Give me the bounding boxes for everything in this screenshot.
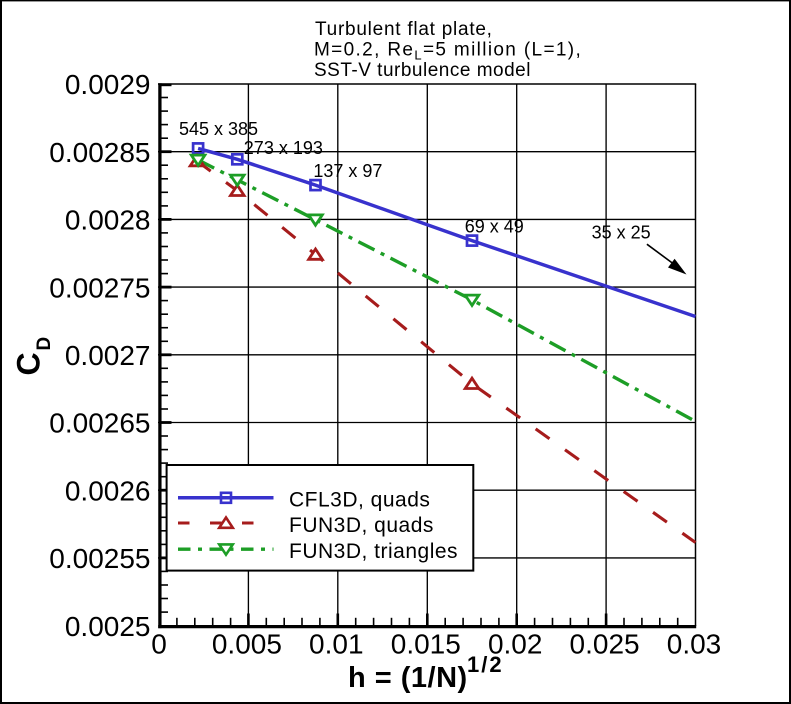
svg-text:M=0.2, ReL=5 million (L=1),: M=0.2, ReL=5 million (L=1), [314,40,582,63]
svg-text:D: D [34,337,55,351]
svg-text:0.0028: 0.0028 [65,205,151,236]
svg-text:Turbulent flat plate,: Turbulent flat plate, [315,19,493,40]
svg-text:C: C [11,352,47,375]
svg-text:0.00265: 0.00265 [49,408,150,439]
svg-text:0.01: 0.01 [309,629,364,660]
svg-text:69 x 49: 69 x 49 [465,217,524,237]
svg-text:0.02: 0.02 [488,629,543,660]
svg-text:0.00275: 0.00275 [49,272,150,303]
svg-text:FUN3D, triangles: FUN3D, triangles [289,540,458,563]
svg-text:137 x 97: 137 x 97 [313,161,382,181]
svg-text:0.00255: 0.00255 [49,543,150,574]
svg-text:545 x 385: 545 x 385 [179,119,258,139]
svg-text:273 x 193: 273 x 193 [244,138,323,158]
svg-text:0.005: 0.005 [212,629,282,660]
svg-text:0.03: 0.03 [667,629,722,660]
svg-text:0.0026: 0.0026 [65,475,151,506]
svg-text:0.025: 0.025 [570,629,640,660]
svg-text:h = (1/N): h = (1/N) [348,662,468,694]
svg-text:0.00285: 0.00285 [49,137,150,168]
svg-text:0.0025: 0.0025 [65,611,151,642]
svg-text:SST-V turbulence model: SST-V turbulence model [314,60,531,81]
svg-text:0.0027: 0.0027 [65,340,151,371]
svg-text:CFL3D, quads: CFL3D, quads [289,489,430,512]
svg-text:FUN3D, quads: FUN3D, quads [289,514,434,537]
svg-text:0.0029: 0.0029 [65,69,151,100]
svg-text:35 x 25: 35 x 25 [592,223,651,243]
svg-text:0.015: 0.015 [391,629,461,660]
svg-text:1/2: 1/2 [467,652,504,677]
svg-text:0: 0 [151,629,167,660]
